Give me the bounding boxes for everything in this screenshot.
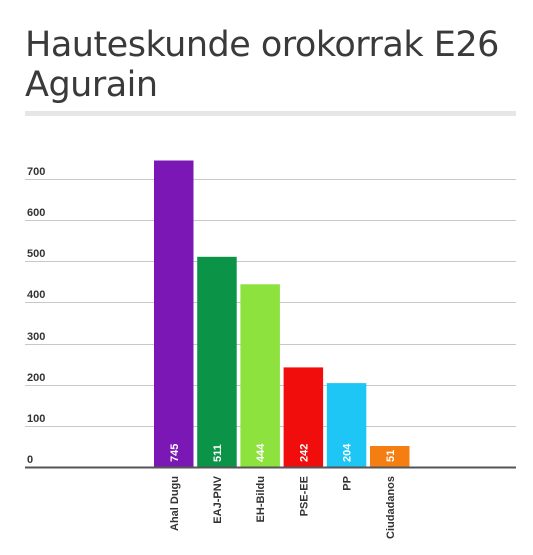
y-axis-tick-labels: 0 100 200 300 400 500 600 700 [27,166,45,466]
bar-ciudadanos [370,446,410,467]
value-label-ahal-dugu: 745 [169,444,181,462]
y-tick-label-700: 700 [27,166,45,178]
value-label-eh-bildu: 444 [255,443,267,462]
bar-eaj-pnv [197,256,237,467]
chart-title: Hauteskunde orokorrak E26 Agurain [25,25,515,105]
title-divider [25,111,516,116]
category-label-pp: PP [342,476,354,491]
y-tick-label-300: 300 [27,331,45,343]
bars [154,160,410,467]
category-label-eaj-pnv: EAJ-PNV [212,475,224,523]
y-tick-label-500: 500 [27,248,45,260]
bar-value-labels: 745 511 444 242 204 51 [169,443,397,462]
y-tick-label-0: 0 [27,454,33,466]
value-label-ciudadanos: 51 [385,450,397,462]
y-tick-label-600: 600 [27,207,45,219]
bar-pse-ee [283,367,324,467]
value-label-pse-ee: 242 [298,444,310,462]
value-label-eaj-pnv: 511 [212,444,224,462]
category-label-eh-bildu: EH-Bildu [255,476,267,522]
category-label-ciudadanos: Ciudadanos [385,476,397,539]
category-label-pse-ee: PSE-EE [298,476,310,516]
y-tick-label-200: 200 [27,372,45,384]
chart-title-line-2: Agurain [25,65,158,105]
x-axis-category-labels: Ahal Dugu EAJ-PNV EH-Bildu PSE-EE PP Ciudadan… [169,475,397,539]
y-tick-label-400: 400 [27,289,45,301]
bar-pp [326,383,367,467]
bar-eh-bildu [240,284,280,467]
chart-title-line-1: Hauteskunde orokorrak E26 [25,25,499,65]
bar-ahal-dugu [154,160,194,467]
value-label-pp: 204 [342,443,354,462]
y-tick-label-100: 100 [27,413,45,425]
category-label-ahal-dugu: Ahal Dugu [169,476,181,531]
